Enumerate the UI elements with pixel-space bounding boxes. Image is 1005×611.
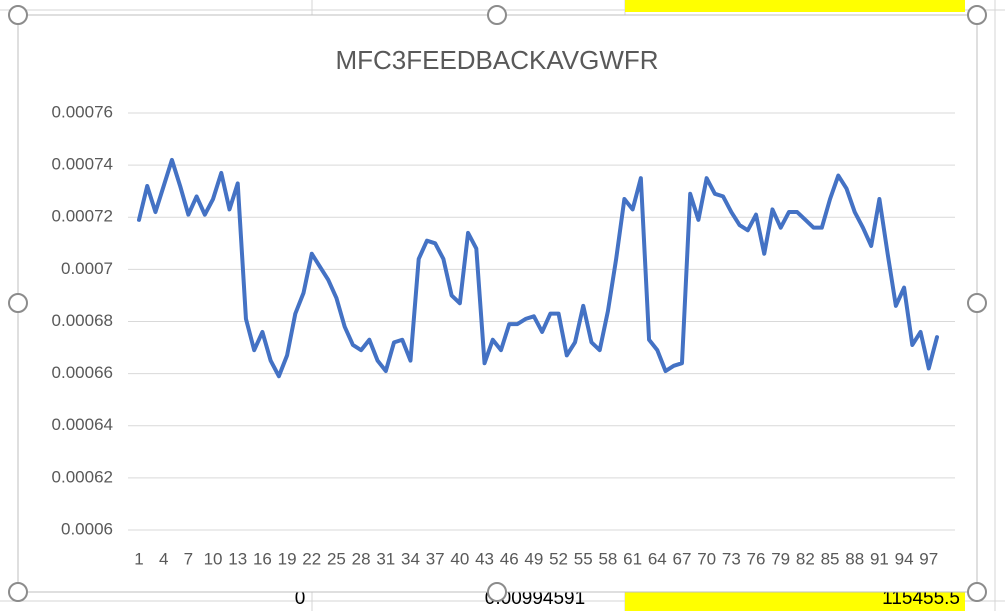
- x-tick-label: 82: [796, 549, 815, 568]
- x-tick-label: 76: [747, 549, 766, 568]
- sheet-cell: 115455.5: [882, 588, 960, 609]
- x-tick-label: 64: [648, 549, 667, 568]
- sheet-cell: 0: [295, 588, 306, 609]
- x-tick-label: 1: [134, 549, 143, 568]
- x-tick-label: 16: [253, 549, 272, 568]
- sheet-cell: 0.00994591: [485, 588, 585, 609]
- x-tick-label: 13: [228, 549, 247, 568]
- x-tick-label: 46: [500, 549, 519, 568]
- y-tick-label: 0.0006: [61, 519, 113, 538]
- x-tick-label: 97: [919, 549, 938, 568]
- x-tick-label: 94: [895, 549, 914, 568]
- x-tick-label: 4: [159, 549, 168, 568]
- plot: 0.0006 0.00062 0.00064 0.00066 0.00068 0.0007…: [52, 102, 955, 568]
- x-tick-label: 61: [623, 549, 642, 568]
- x-tick-label: 31: [376, 549, 395, 568]
- x-tick-label: 7: [184, 549, 193, 568]
- x-tick-label: 88: [845, 549, 864, 568]
- x-tick-label: 37: [426, 549, 445, 568]
- y-tick-label: 0.00066: [52, 363, 113, 382]
- chart-title: MFC3FEEDBACKAVGWFR: [335, 45, 658, 75]
- y-tick-label: 0.00074: [52, 155, 113, 174]
- y-tick-label: 0.0007: [61, 259, 113, 278]
- x-tick-label: 79: [771, 549, 790, 568]
- x-tick-label: 70: [697, 549, 716, 568]
- x-tick-label: 19: [278, 549, 297, 568]
- x-tick-label: 91: [870, 549, 889, 568]
- y-tick-label: 0.00076: [52, 102, 113, 121]
- x-tick-label: 58: [598, 549, 617, 568]
- x-tick-label: 73: [722, 549, 741, 568]
- y-tick-label: 0.00068: [52, 311, 113, 330]
- x-tick-label: 10: [204, 549, 223, 568]
- y-tick-label: 0.00072: [52, 207, 113, 226]
- y-tick-label: 0.00062: [52, 467, 113, 486]
- y-tick-label: 0.00064: [52, 415, 113, 434]
- x-tick-label: 34: [401, 549, 420, 568]
- x-tick-label: 55: [574, 549, 593, 568]
- chart-area[interactable]: [17, 14, 978, 593]
- x-tick-label: 52: [549, 549, 568, 568]
- x-tick-label: 49: [524, 549, 543, 568]
- x-tick-label: 40: [450, 549, 469, 568]
- x-tick-label: 25: [327, 549, 346, 568]
- selection-handles: [8, 5, 987, 602]
- x-tick-label: 28: [352, 549, 371, 568]
- data-line: [137, 157, 939, 379]
- x-tick-label: 22: [302, 549, 321, 568]
- x-tick-label: 67: [673, 549, 692, 568]
- x-tick-label: 43: [475, 549, 494, 568]
- x-tick-label: 85: [821, 549, 840, 568]
